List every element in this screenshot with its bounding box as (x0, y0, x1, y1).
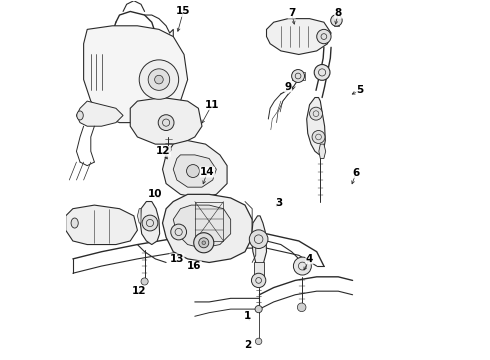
Polygon shape (130, 98, 202, 144)
Polygon shape (251, 216, 267, 266)
Circle shape (142, 215, 158, 231)
Text: 9: 9 (285, 82, 292, 92)
Circle shape (294, 257, 311, 275)
Circle shape (148, 69, 170, 90)
Text: 5: 5 (356, 85, 364, 95)
Circle shape (249, 230, 268, 248)
Circle shape (171, 224, 187, 240)
Text: 4: 4 (306, 254, 313, 264)
Text: 14: 14 (200, 167, 215, 177)
Ellipse shape (71, 218, 78, 228)
Circle shape (255, 338, 262, 345)
Polygon shape (254, 262, 265, 277)
Polygon shape (163, 140, 227, 198)
Circle shape (255, 306, 262, 313)
Text: 13: 13 (170, 254, 184, 264)
Polygon shape (140, 202, 160, 244)
Circle shape (312, 131, 325, 143)
Polygon shape (76, 101, 123, 126)
Text: 12: 12 (156, 146, 171, 156)
Ellipse shape (77, 111, 83, 120)
Circle shape (297, 303, 306, 312)
Text: 2: 2 (244, 340, 251, 350)
Text: 1: 1 (244, 311, 251, 321)
Polygon shape (84, 26, 188, 123)
Polygon shape (173, 155, 216, 187)
Circle shape (310, 107, 322, 120)
Polygon shape (163, 194, 252, 262)
Text: 8: 8 (335, 8, 342, 18)
Text: 12: 12 (132, 286, 147, 296)
Polygon shape (173, 205, 231, 248)
Circle shape (187, 165, 199, 177)
Polygon shape (66, 205, 137, 244)
Polygon shape (307, 98, 325, 155)
Circle shape (139, 60, 179, 99)
Text: 16: 16 (187, 261, 201, 271)
Circle shape (199, 238, 209, 248)
Polygon shape (137, 209, 141, 223)
Circle shape (251, 273, 266, 288)
Circle shape (314, 64, 330, 80)
Circle shape (155, 75, 163, 84)
Circle shape (166, 147, 171, 152)
Polygon shape (334, 21, 339, 26)
Text: 15: 15 (176, 6, 191, 17)
Polygon shape (267, 19, 331, 54)
Text: 3: 3 (275, 198, 283, 208)
Circle shape (141, 278, 148, 285)
Circle shape (202, 241, 205, 244)
Circle shape (331, 15, 342, 26)
Circle shape (292, 69, 304, 82)
Text: 7: 7 (288, 8, 295, 18)
Polygon shape (319, 144, 326, 158)
Text: 10: 10 (147, 189, 162, 199)
Circle shape (158, 115, 174, 131)
Text: 11: 11 (205, 100, 219, 110)
Circle shape (317, 30, 331, 44)
Circle shape (194, 233, 214, 253)
Text: 6: 6 (352, 168, 360, 178)
